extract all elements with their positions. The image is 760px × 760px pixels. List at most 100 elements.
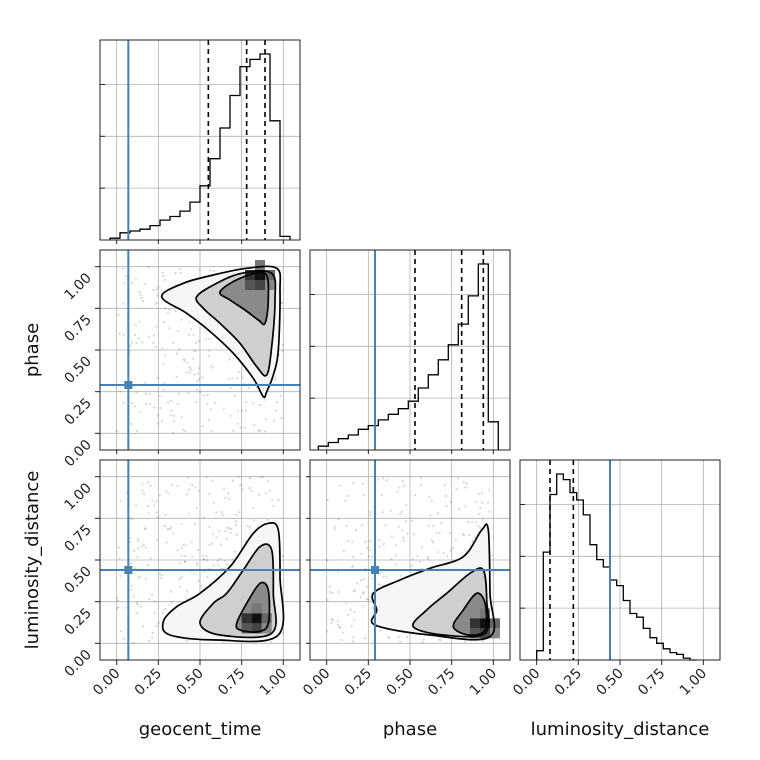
scatter-point-density-geocent_time-luminosity_distance	[171, 483, 174, 486]
scatter-point-density-geocent_time-luminosity_distance	[143, 527, 147, 530]
scatter-point-density-geocent_time-luminosity_distance	[176, 485, 179, 488]
scatter-point-density-phase-luminosity_distance	[487, 501, 490, 504]
scatter-point-density-geocent_time-phase	[187, 391, 190, 394]
scatter-point-density-geocent_time-luminosity_distance	[141, 482, 144, 485]
scatter-point-density-geocent_time-phase	[117, 314, 120, 317]
scatter-point-density-geocent_time-phase	[182, 428, 185, 431]
scatter-point-density-phase-luminosity_distance	[394, 544, 397, 547]
scatter-point-density-phase-luminosity_distance	[440, 522, 443, 525]
scatter-point-density-geocent_time-phase	[229, 414, 232, 417]
scatter-point-density-phase-luminosity_distance	[426, 556, 429, 559]
scatter-point-density-geocent_time-luminosity_distance	[249, 476, 252, 480]
scatter-point-density-phase-luminosity_distance	[366, 547, 369, 550]
xtick-label-phase-4: 1.00	[467, 666, 500, 699]
scatter-point-density-geocent_time-luminosity_distance	[185, 493, 188, 496]
scatter-point-density-phase-luminosity_distance	[468, 533, 471, 536]
scatter-point-density-geocent_time-luminosity_distance	[223, 487, 226, 490]
scatter-point-density-geocent_time-luminosity_distance	[190, 540, 193, 544]
density-peak-cell-density-phase-luminosity_distance-6	[490, 628, 500, 639]
scatter-point-density-geocent_time-phase	[211, 366, 214, 369]
scatter-point-density-geocent_time-luminosity_distance	[198, 489, 201, 492]
scatter-point-density-geocent_time-luminosity_distance	[239, 484, 242, 487]
scatter-point-density-phase-luminosity_distance	[421, 545, 424, 549]
scatter-point-density-phase-luminosity_distance	[430, 499, 434, 502]
scatter-point-density-geocent_time-phase	[208, 355, 211, 358]
scatter-point-density-geocent_time-phase	[170, 409, 173, 412]
x-axis-title-phase: phase	[383, 719, 437, 740]
scatter-point-density-phase-luminosity_distance	[345, 602, 348, 605]
scatter-point-density-geocent_time-phase	[144, 282, 147, 285]
scatter-point-density-phase-luminosity_distance	[326, 599, 329, 602]
scatter-point-density-geocent_time-phase	[188, 366, 191, 369]
scatter-point-density-phase-luminosity_distance	[337, 623, 340, 627]
scatter-point-density-phase-luminosity_distance	[464, 505, 467, 508]
scatter-point-density-geocent_time-luminosity_distance	[205, 555, 208, 558]
scatter-point-density-geocent_time-phase	[253, 423, 256, 426]
scatter-point-density-geocent_time-phase	[210, 364, 213, 367]
scatter-point-density-geocent_time-phase	[241, 376, 244, 379]
scatter-point-density-geocent_time-luminosity_distance	[191, 555, 194, 558]
scatter-point-density-geocent_time-luminosity_distance	[172, 532, 175, 535]
scatter-point-density-geocent_time-phase	[204, 338, 208, 341]
scatter-point-density-geocent_time-luminosity_distance	[267, 480, 270, 483]
x-axis-title-geocent-time: geocent_time	[139, 719, 262, 740]
scatter-point-density-geocent_time-phase	[263, 398, 266, 401]
scatter-point-density-geocent_time-luminosity_distance	[117, 606, 120, 609]
scatter-point-density-geocent_time-phase	[195, 341, 198, 344]
scatter-point-density-geocent_time-phase	[140, 296, 143, 300]
scatter-point-density-geocent_time-phase	[194, 350, 197, 353]
contour-line-density-geocent_time-phase-1	[195, 270, 277, 377]
scatter-point-density-phase-luminosity_distance	[378, 545, 381, 548]
scatter-point-density-geocent_time-luminosity_distance	[144, 528, 147, 531]
scatter-point-density-geocent_time-luminosity_distance	[212, 501, 215, 504]
scatter-point-density-geocent_time-phase	[192, 334, 195, 337]
scatter-point-density-phase-luminosity_distance	[405, 504, 408, 507]
scatter-point-density-geocent_time-phase	[257, 429, 260, 432]
scatter-point-density-geocent_time-luminosity_distance	[188, 488, 191, 491]
scatter-point-density-phase-luminosity_distance	[340, 638, 343, 642]
xtick-label-luminosity_distance-4: 1.00	[677, 666, 710, 699]
scatter-point-density-geocent_time-luminosity_distance	[184, 544, 188, 547]
scatter-point-density-geocent_time-phase	[174, 309, 177, 313]
scatter-point-density-geocent_time-phase	[121, 302, 125, 305]
scatter-point-density-geocent_time-phase	[187, 333, 190, 336]
scatter-point-density-phase-luminosity_distance	[399, 640, 402, 643]
scatter-point-density-geocent_time-luminosity_distance	[168, 528, 171, 531]
scatter-point-density-phase-luminosity_distance	[436, 551, 439, 554]
xtick-label-phase-2: 0.50	[383, 666, 416, 699]
scatter-point-density-phase-luminosity_distance	[365, 585, 368, 588]
scatter-point-density-phase-luminosity_distance	[449, 549, 452, 552]
scatter-point-density-phase-luminosity_distance	[435, 531, 438, 535]
truth-marker-density-geocent_time-phase	[124, 381, 133, 389]
contour-line-density-geocent_time-phase-2	[218, 271, 270, 326]
scatter-point-density-phase-luminosity_distance	[406, 532, 409, 535]
scatter-point-density-geocent_time-phase	[252, 401, 255, 405]
scatter-point-density-geocent_time-phase	[280, 301, 283, 304]
scatter-point-density-geocent_time-luminosity_distance	[261, 475, 264, 478]
scatter-point-density-geocent_time-phase	[125, 274, 128, 277]
contour-line-density-phase-luminosity_distance-2	[452, 592, 488, 637]
scatter-point-density-geocent_time-luminosity_distance	[142, 492, 146, 495]
scatter-point-density-geocent_time-luminosity_distance	[216, 559, 219, 562]
scatter-point-density-geocent_time-phase	[280, 416, 283, 419]
scatter-point-density-geocent_time-luminosity_distance	[281, 631, 284, 634]
density-peak-cell-density-phase-luminosity_distance-1	[470, 618, 480, 629]
scatter-point-density-geocent_time-luminosity_distance	[225, 537, 228, 541]
ytick-label-phase-1: 0.25	[61, 395, 94, 428]
scatter-point-density-geocent_time-phase	[118, 332, 121, 335]
scatter-point-density-geocent_time-phase	[134, 405, 137, 408]
scatter-point-density-geocent_time-luminosity_distance	[137, 547, 140, 550]
scatter-point-density-geocent_time-luminosity_distance	[161, 611, 164, 615]
scatter-point-density-geocent_time-luminosity_distance	[139, 605, 142, 608]
scatter-point-density-geocent_time-luminosity_distance	[184, 560, 187, 563]
scatter-point-density-geocent_time-luminosity_distance	[206, 475, 209, 479]
scatter-point-density-geocent_time-luminosity_distance	[130, 584, 133, 587]
scatter-point-density-geocent_time-luminosity_distance	[170, 590, 173, 593]
scatter-point-density-geocent_time-phase	[156, 414, 159, 417]
scatter-point-density-geocent_time-phase	[162, 275, 165, 278]
scatter-point-density-geocent_time-phase	[134, 278, 137, 281]
scatter-point-density-geocent_time-luminosity_distance	[132, 595, 135, 598]
scatter-point-density-phase-luminosity_distance	[427, 524, 430, 527]
scatter-point-density-geocent_time-luminosity_distance	[136, 603, 139, 606]
scatter-point-density-geocent_time-luminosity_distance	[208, 492, 211, 495]
